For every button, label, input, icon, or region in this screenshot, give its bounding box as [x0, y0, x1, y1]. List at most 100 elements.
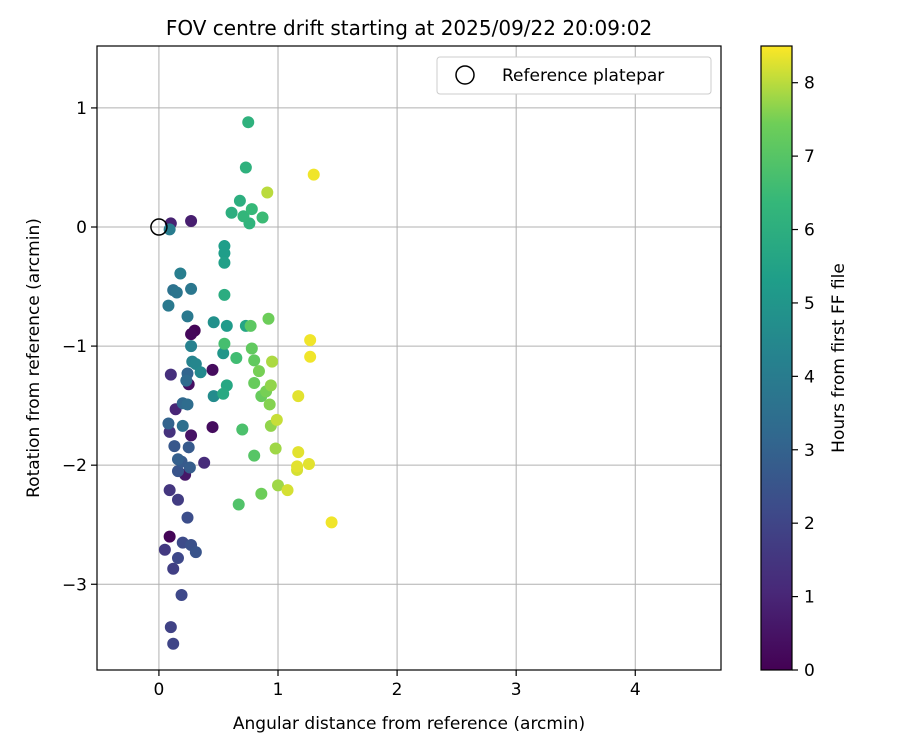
- data-point: [304, 350, 317, 363]
- data-point: [163, 484, 176, 497]
- data-point: [163, 223, 176, 236]
- data-point: [181, 398, 194, 411]
- data-point: [307, 168, 320, 181]
- legend-box: [436, 56, 712, 95]
- data-point: [245, 342, 258, 355]
- data-point: [171, 453, 184, 466]
- data-point: [248, 377, 261, 390]
- data-point: [270, 413, 283, 426]
- data-point: [244, 319, 257, 332]
- y-tick-label: 1: [76, 99, 87, 119]
- colorbar-label: Hours from first FF file: [829, 263, 849, 453]
- data-point: [206, 421, 219, 434]
- data-point: [262, 312, 275, 325]
- data-point: [182, 441, 195, 454]
- data-point: [232, 498, 245, 511]
- data-point: [185, 215, 198, 228]
- colorbar-tick-label: 3: [804, 441, 815, 461]
- data-point: [207, 316, 220, 329]
- data-point: [181, 511, 194, 524]
- data-point: [233, 194, 246, 207]
- data-point: [163, 530, 176, 543]
- data-point: [248, 449, 261, 462]
- x-axis-ticks: 0 1 2 3 4: [154, 670, 641, 700]
- data-point: [171, 493, 184, 506]
- x-tick-label: 1: [273, 680, 284, 700]
- data-point: [164, 368, 177, 381]
- y-tick-label: −1: [62, 337, 87, 357]
- data-point: [198, 456, 211, 469]
- data-point: [167, 637, 180, 650]
- legend-marker: [455, 65, 475, 85]
- data-point: [218, 288, 231, 301]
- data-point: [292, 390, 305, 403]
- data-point: [171, 552, 184, 565]
- legend: Reference platepar: [436, 56, 712, 95]
- reference-point-marker: [150, 218, 168, 236]
- colorbar-tick-label: 1: [804, 588, 815, 608]
- colorbar-tick-label: 4: [804, 367, 815, 387]
- data-point: [242, 116, 255, 129]
- data-point: [263, 398, 276, 411]
- data-point: [217, 387, 230, 400]
- data-point: [304, 334, 317, 347]
- data-point: [158, 543, 171, 556]
- data-point: [218, 256, 231, 269]
- data-point: [218, 337, 231, 350]
- colorbar-tick-label: 8: [804, 74, 815, 94]
- data-point: [269, 442, 282, 455]
- data-point: [302, 457, 315, 470]
- data-point: [194, 366, 207, 379]
- data-point: [168, 440, 181, 453]
- data-point: [237, 210, 250, 223]
- scatter-points: [158, 116, 338, 650]
- data-point: [325, 516, 338, 529]
- data-point: [252, 365, 265, 378]
- data-point: [181, 310, 194, 323]
- data-point: [291, 460, 304, 473]
- data-point: [164, 621, 177, 634]
- x-tick-label: 0: [154, 680, 165, 700]
- y-axis-label: Rotation from reference (arcmin): [24, 218, 44, 498]
- data-point: [264, 379, 277, 392]
- colorbar-tick-label: 5: [804, 294, 815, 314]
- data-point: [218, 247, 231, 260]
- colorbar-tick-label: 2: [804, 514, 815, 534]
- data-point: [185, 429, 198, 442]
- data-point: [266, 355, 279, 368]
- data-point: [162, 417, 175, 430]
- y-tick-label: −3: [62, 575, 87, 595]
- data-point: [245, 203, 258, 216]
- data-point: [236, 423, 249, 436]
- colorbar-tick-label: 0: [804, 661, 815, 681]
- x-tick-label: 4: [630, 680, 641, 700]
- data-point: [162, 299, 175, 312]
- data-point: [248, 354, 261, 367]
- data-point: [185, 328, 198, 341]
- data-point: [255, 487, 268, 500]
- data-point: [174, 267, 187, 280]
- data-point: [281, 484, 294, 497]
- data-point: [261, 186, 274, 199]
- data-point: [256, 211, 269, 224]
- colorbar-tick-label: 7: [804, 147, 815, 167]
- data-point: [185, 340, 198, 353]
- colorbar: [760, 45, 793, 671]
- data-point: [180, 374, 193, 387]
- data-point: [185, 282, 198, 295]
- x-tick-label: 3: [511, 680, 522, 700]
- data-point: [206, 363, 219, 376]
- y-tick-label: 0: [76, 218, 87, 238]
- data-point: [171, 465, 184, 478]
- data-point: [220, 319, 233, 332]
- y-tick-label: −2: [62, 456, 87, 476]
- plot-frame: [96, 45, 722, 671]
- data-point: [189, 546, 202, 559]
- chart-title: FOV centre drift starting at 2025/09/22 …: [166, 16, 652, 40]
- colorbar-tick-label: 6: [804, 221, 815, 241]
- data-point: [183, 461, 196, 474]
- data-point: [225, 206, 238, 219]
- data-point: [272, 479, 285, 492]
- colorbar-ticks: 0 1 2 3 4 5 6 7 8: [792, 74, 815, 681]
- data-point: [167, 562, 180, 575]
